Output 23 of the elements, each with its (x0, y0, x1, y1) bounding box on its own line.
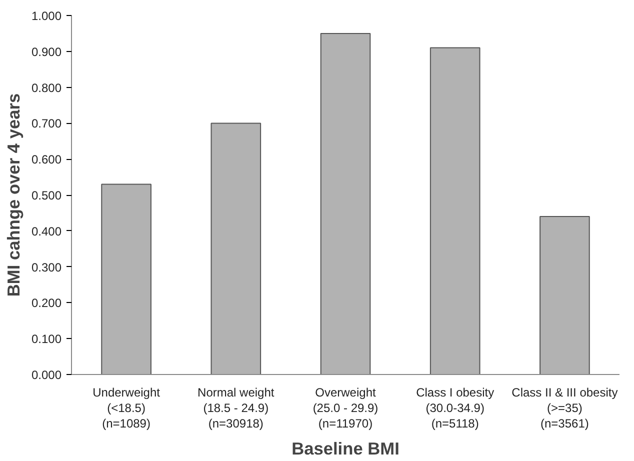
y-tick-label: 0.000 (31, 368, 62, 382)
x-tick-label: Normal weight (18.5 - 24.9) (n=30918) (198, 386, 275, 430)
y-tick-label: 0.800 (31, 80, 62, 95)
y-tick-label: 0.700 (31, 116, 62, 131)
y-tick-label: 0.400 (31, 224, 62, 238)
y-axis-title: BMI cahnge over 4 years (3, 93, 24, 297)
x-tick-label: Underweight (<18.5) (n=1089) (92, 386, 161, 430)
bar (540, 216, 590, 374)
bar (320, 32, 371, 374)
y-tick-label: 0.500 (31, 188, 62, 202)
x-tick-label: Overweight (25.0 - 29.9) (n=11970) (312, 386, 378, 430)
bar (210, 122, 262, 374)
x-tick-label: Class II & III obesity (>=35) (n=3561) (512, 386, 618, 430)
bar (430, 47, 480, 374)
y-tick-label: 0.100 (31, 332, 62, 346)
x-tick-label: Class I obesity (30.0-34.9) (n=5118) (416, 386, 494, 430)
bar (101, 184, 152, 374)
y-tick-label: 0.900 (31, 44, 62, 59)
y-tick-label: 0.200 (31, 296, 62, 310)
y-tick-label: 0.600 (31, 152, 62, 167)
x-axis-title: Baseline BMI (292, 438, 400, 458)
y-tick-label: 1.000 (31, 9, 62, 23)
y-tick-label: 0.300 (31, 260, 62, 274)
